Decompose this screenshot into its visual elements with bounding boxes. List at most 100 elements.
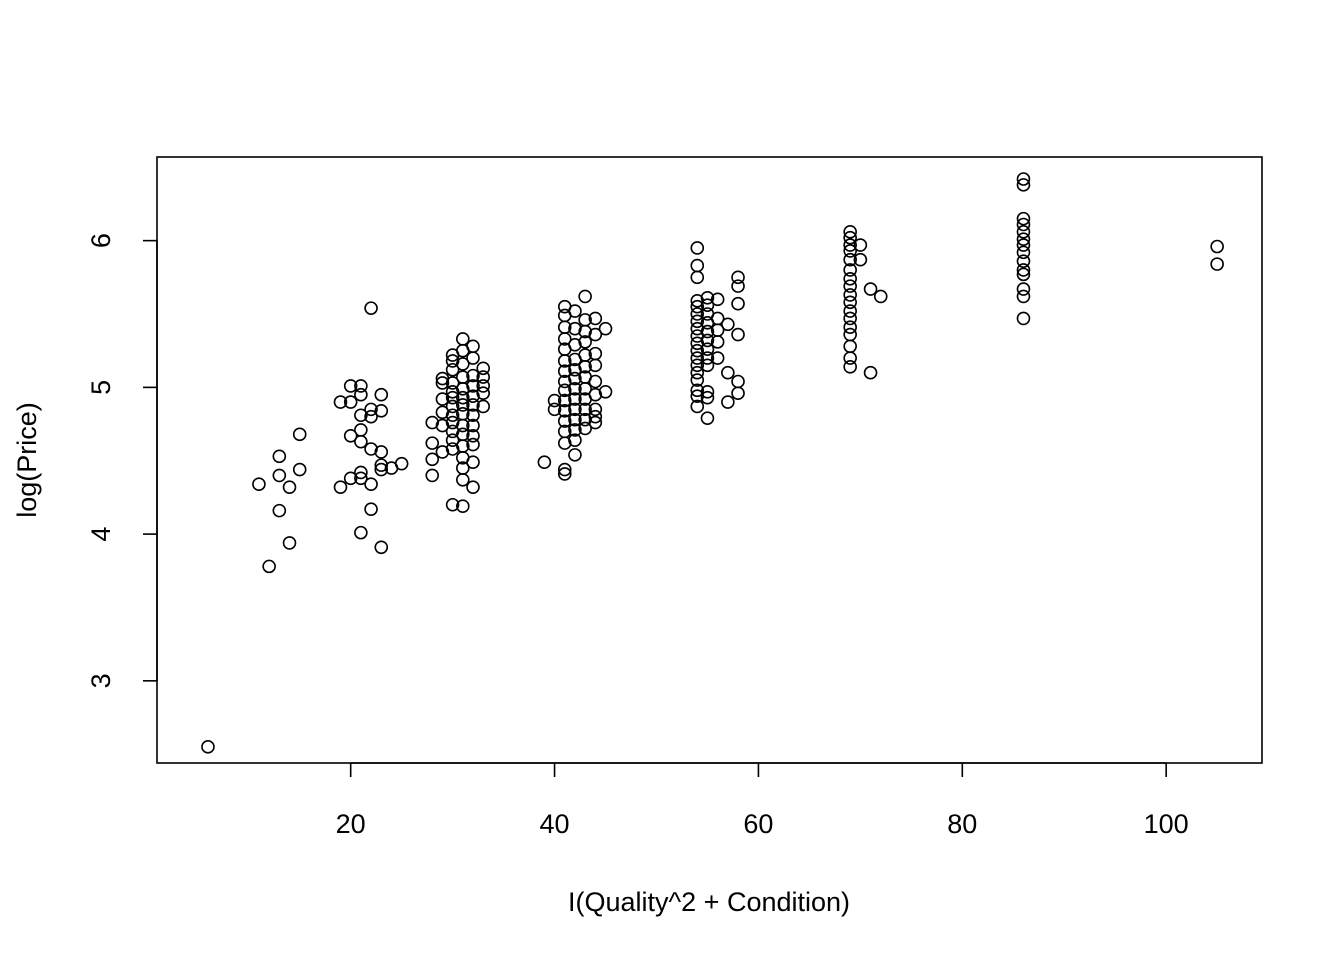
data-point [843, 263, 857, 277]
x-axis-label: I(Quality^2 + Condition) [568, 887, 850, 917]
data-point [343, 395, 358, 409]
data-point [690, 270, 705, 285]
data-point [710, 335, 725, 349]
data-point [598, 384, 613, 399]
data-point [557, 332, 572, 346]
data-point [1016, 172, 1031, 186]
data-point [843, 360, 857, 374]
data-point [445, 390, 460, 405]
data-point [731, 327, 745, 342]
x-tick-label: 60 [743, 809, 773, 839]
data-point [374, 540, 389, 555]
data-point [700, 291, 715, 305]
data-point [843, 230, 857, 245]
data-point [364, 502, 378, 516]
data-point [690, 307, 705, 321]
data-point [537, 455, 552, 470]
data-point [721, 365, 735, 380]
data-point [557, 436, 572, 450]
data-point [292, 427, 307, 442]
data-point [721, 317, 735, 332]
data-point [557, 374, 572, 389]
data-point [700, 384, 715, 399]
data-point [578, 360, 592, 374]
data-point [272, 468, 287, 483]
data-point [476, 399, 490, 414]
data-point [354, 525, 368, 540]
data-point [333, 395, 348, 409]
data-point [557, 383, 572, 398]
data-point [843, 320, 857, 335]
data-point [731, 374, 745, 389]
y-tick-label: 3 [86, 673, 116, 688]
data-point [700, 411, 715, 425]
data-point [354, 387, 368, 402]
data-point [568, 402, 582, 417]
data-point [1210, 257, 1224, 271]
data-point [690, 241, 705, 255]
data-point [863, 365, 878, 380]
data-point [1016, 211, 1031, 226]
data-point [435, 392, 450, 406]
data-point [578, 335, 592, 349]
data-point [690, 258, 705, 273]
data-point [435, 405, 450, 420]
data-point [1016, 254, 1031, 268]
data-point [568, 412, 582, 427]
data-point [354, 434, 368, 449]
data-point [568, 304, 582, 318]
data-point [466, 418, 480, 433]
data-point [466, 480, 480, 494]
data-point [445, 376, 460, 390]
data-point [731, 279, 745, 293]
data-point [343, 379, 358, 393]
data-point [476, 370, 490, 384]
data-point [466, 408, 480, 423]
data-point [690, 358, 705, 373]
y-tick-label: 5 [86, 380, 116, 395]
data-point [343, 471, 358, 486]
data-point [690, 336, 705, 351]
data-point [456, 499, 470, 514]
data-point [425, 436, 440, 450]
data-point [394, 456, 409, 471]
data-point [598, 321, 613, 336]
data-point [1016, 267, 1031, 282]
data-point [1016, 263, 1031, 277]
data-point [588, 374, 603, 389]
data-point [435, 445, 450, 459]
plot-frame [156, 156, 1263, 764]
data-point [731, 296, 745, 311]
data-point [445, 442, 460, 456]
data-point [588, 415, 603, 430]
data-point [690, 399, 705, 414]
data-point [588, 387, 603, 402]
data-point [843, 304, 857, 318]
data-point [374, 462, 389, 477]
data-point [333, 480, 348, 494]
data-point [568, 423, 582, 437]
data-point [843, 339, 857, 354]
data-point [456, 473, 470, 487]
data-point [445, 424, 460, 439]
data-point [690, 321, 705, 336]
data-point [445, 408, 460, 423]
data-point [731, 386, 745, 401]
data-point [557, 354, 572, 368]
data-point [343, 428, 358, 443]
data-point [710, 351, 725, 365]
data-point [843, 252, 857, 267]
data-point [1016, 282, 1031, 296]
data-point [292, 462, 307, 477]
data-point [364, 301, 378, 315]
data-point [364, 442, 378, 456]
data-point [364, 409, 378, 424]
data-point [588, 327, 603, 342]
data-point [252, 477, 266, 492]
data-point [262, 559, 276, 574]
data-point [690, 314, 705, 329]
x-axis: 20 40 60 80 100 [336, 762, 1189, 839]
data-point [588, 409, 603, 424]
data-point [690, 365, 705, 380]
data-point [863, 282, 878, 296]
